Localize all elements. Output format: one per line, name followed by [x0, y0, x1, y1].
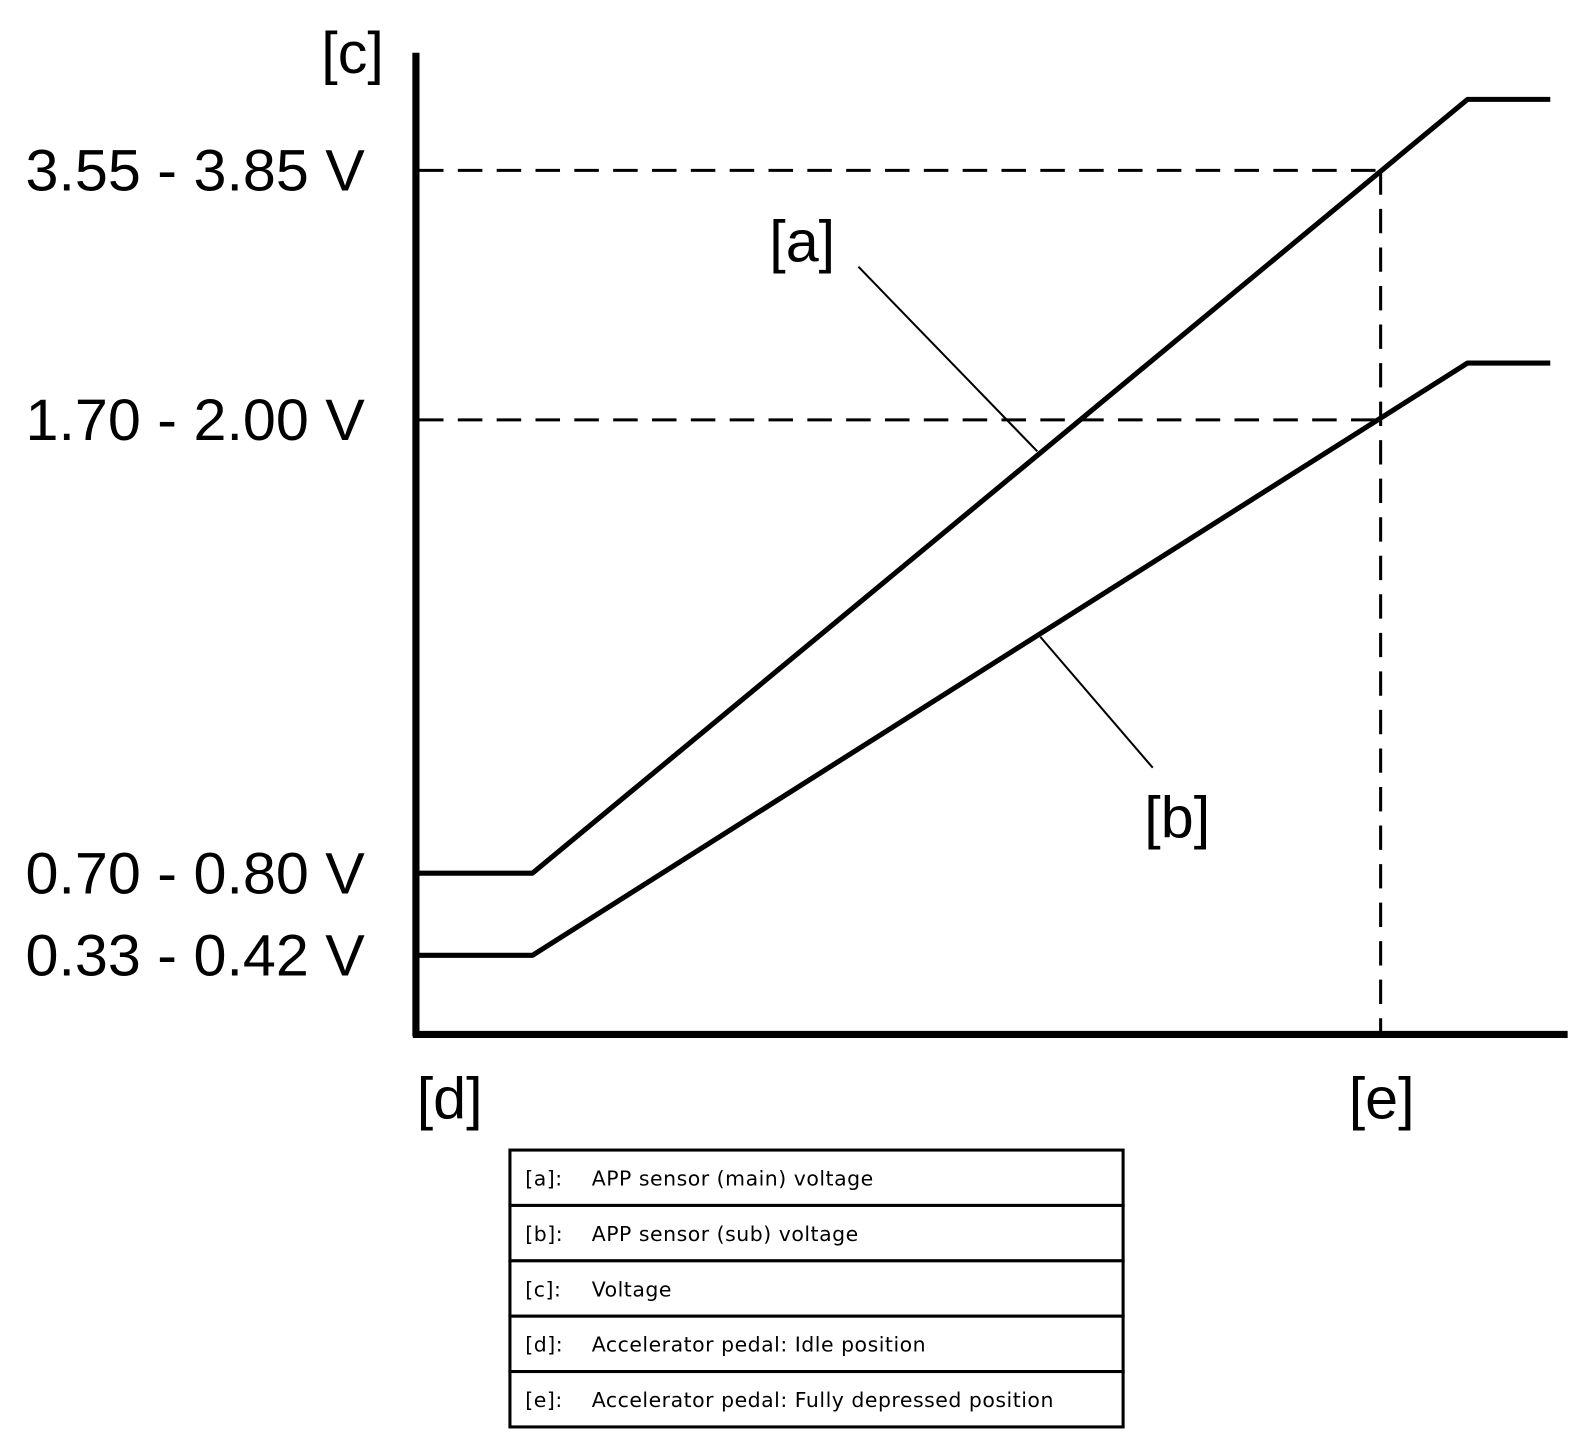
leader-line: [857, 266, 1039, 453]
legend-row: [508, 1259, 1125, 1318]
legend-row: [508, 1203, 1125, 1263]
curve-label: [a]: [769, 209, 835, 275]
axis-label: [c]: [321, 20, 384, 86]
curve-a: [418, 96, 1551, 876]
legend-key: [c]:: [525, 1277, 561, 1301]
curve-b: [418, 360, 1551, 958]
axes: [412, 52, 1568, 1038]
position-label: [e]: [1349, 1066, 1415, 1132]
leader-line: [1039, 636, 1154, 769]
leaders: [857, 266, 1154, 769]
legend-key: [e]:: [525, 1388, 562, 1412]
legend-text: APP sensor (main) voltage: [592, 1167, 874, 1191]
curves: [418, 96, 1551, 958]
voltage-label: 3.55 - 3.85 V: [26, 138, 366, 204]
legend-text: Accelerator pedal: Idle position: [592, 1333, 926, 1357]
legend-text: Accelerator pedal: Fully depressed posit…: [592, 1388, 1054, 1412]
legend-key: [b]:: [525, 1222, 563, 1246]
legend-key: [a]:: [525, 1167, 562, 1191]
reference-lines: [418, 168, 1383, 1033]
curve-label: [b]: [1144, 785, 1210, 851]
legend-key: [d]:: [525, 1333, 563, 1357]
legend-text: Voltage: [592, 1277, 672, 1301]
position-label: [d]: [417, 1066, 483, 1132]
legend-text: APP sensor (sub) voltage: [592, 1222, 859, 1246]
legend-row: [508, 1370, 1125, 1429]
legend-table: [a]: APP sensor (main) voltage [b]: APP sen…: [508, 1148, 1125, 1429]
voltage-label: 0.33 - 0.42 V: [26, 923, 366, 989]
voltage-label: 1.70 - 2.00 V: [26, 387, 366, 453]
voltage-label: 0.70 - 0.80 V: [26, 841, 366, 907]
